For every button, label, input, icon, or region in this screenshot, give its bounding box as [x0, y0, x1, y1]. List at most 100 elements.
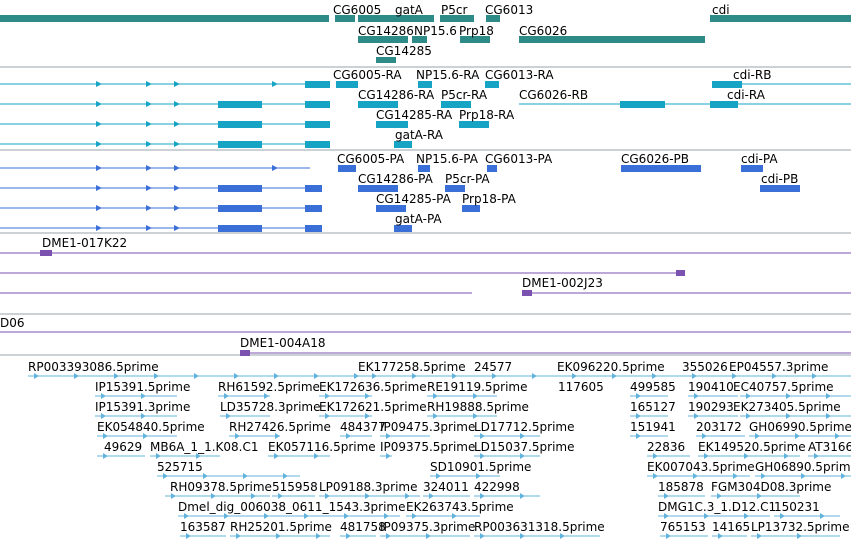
est-direction-arrow [757, 533, 762, 539]
est-label: 203172 [696, 420, 742, 434]
est-direction-arrow [171, 493, 176, 499]
rna-exon[interactable] [305, 81, 330, 88]
rna-exon[interactable] [376, 121, 408, 128]
protein-exon[interactable] [358, 185, 398, 192]
protein-exon[interactable] [218, 185, 262, 192]
rna-exon[interactable] [441, 101, 471, 108]
rna-exon[interactable] [394, 141, 412, 148]
protein-exon[interactable] [418, 165, 430, 172]
est-direction-arrow [694, 413, 699, 419]
rna-exon[interactable] [485, 81, 499, 88]
protein-exon[interactable] [376, 205, 406, 212]
est-direction-arrow [426, 533, 431, 539]
est-direction-arrow [386, 533, 391, 539]
protein-exon[interactable] [305, 225, 322, 232]
rna-label: CG6026-RB [519, 88, 588, 102]
est-direction-arrow [103, 433, 108, 439]
est-direction-arrow [314, 373, 319, 379]
clone-track[interactable]: DME1-017K22 DME1-002J23 D06 DME1-004A18 [0, 236, 851, 356]
protein-exon[interactable] [218, 205, 262, 212]
clone-end-marker[interactable] [522, 290, 532, 296]
gene-feature[interactable] [358, 36, 408, 43]
rna-exon[interactable] [305, 121, 330, 128]
est-label: EK273405.5prime [733, 400, 841, 414]
gene-label: CG6013 [485, 3, 533, 17]
protein-exon[interactable] [487, 165, 497, 172]
protein-label: Prp18-PA [462, 192, 517, 206]
rna-exon[interactable] [305, 141, 330, 148]
rna-exon[interactable] [620, 101, 665, 108]
est-direction-arrow [772, 373, 777, 379]
protein-track[interactable]: CG6005-PA NP15.6-PA CG6013-PA CG6026-PB cdi-… [0, 152, 800, 232]
rna-exon[interactable] [710, 101, 738, 108]
protein-exon[interactable] [462, 205, 480, 212]
est-direction-arrow [101, 413, 106, 419]
rna-track[interactable]: CG6005-RA NP15.6-RA CG6013-RA cdi-RB CG14286… [0, 68, 851, 148]
protein-exon[interactable] [760, 185, 800, 192]
rna-exon[interactable] [305, 101, 330, 108]
est-label: LD17712.5prime [474, 420, 575, 434]
gene-feature-cg6026[interactable] [519, 36, 705, 43]
gene-feature[interactable] [486, 15, 500, 22]
est-direction-arrow [612, 373, 617, 379]
est-label: 515958 [272, 480, 318, 494]
est-direction-arrow [520, 433, 525, 439]
protein-exon[interactable] [305, 185, 322, 192]
est-direction-arrow [405, 493, 410, 499]
est-direction-arrow [826, 393, 831, 399]
gene-feature[interactable] [412, 36, 427, 43]
est-direction-arrow [433, 413, 438, 419]
est-direction-arrow [761, 473, 766, 479]
protein-exon[interactable] [621, 165, 701, 172]
gene-label: cdi [712, 3, 730, 17]
est-direction-arrow [276, 533, 281, 539]
est-label: EK057116.5prime [268, 440, 376, 454]
direction-arrow [174, 185, 180, 191]
rna-exon[interactable] [418, 81, 432, 88]
gene-feature[interactable] [376, 57, 396, 63]
clone-end-marker[interactable] [40, 250, 52, 256]
clone-end-marker[interactable] [676, 270, 685, 276]
est-direction-arrow [702, 433, 707, 439]
est-direction-arrow [365, 393, 370, 399]
direction-arrow [174, 101, 180, 107]
protein-exon[interactable] [218, 225, 262, 232]
protein-exon[interactable] [445, 185, 465, 192]
est-direction-arrow [346, 433, 351, 439]
rna-exon[interactable] [218, 121, 262, 128]
protein-exon[interactable] [305, 205, 322, 212]
gene-feature[interactable] [358, 15, 434, 22]
rna-exon[interactable] [358, 101, 398, 108]
gene-label: NP15.6 [414, 24, 457, 38]
gene-feature[interactable] [335, 15, 355, 22]
est-direction-arrow [429, 493, 434, 499]
est-label: 190410 [688, 380, 734, 394]
gene-feature[interactable] [440, 15, 474, 22]
est-label: 499585 [630, 380, 676, 394]
est-direction-arrow [480, 433, 485, 439]
rna-exon[interactable] [336, 81, 358, 88]
gene-track[interactable]: CG6005 gatA P5cr CG6013 cdi CG14286 NP15.6 Prp1… [0, 3, 851, 63]
clone-end-marker[interactable] [240, 350, 250, 356]
gene-feature-left[interactable] [0, 15, 329, 22]
gene-feature-cdi[interactable] [710, 15, 851, 22]
protein-exon[interactable] [741, 165, 763, 172]
rna-exon[interactable] [218, 101, 262, 108]
est-label: RH19888.5prime [427, 400, 529, 414]
clone-label: DME1-002J23 [522, 276, 603, 290]
est-label: IP09475.3prime [380, 420, 475, 434]
gene-feature[interactable] [460, 36, 490, 43]
protein-exon[interactable] [394, 225, 412, 232]
est-direction-arrow [653, 453, 658, 459]
rna-exon[interactable] [459, 121, 489, 128]
est-direction-arrow [251, 493, 256, 499]
est-track[interactable]: RP003393086.5prime EK177258.5prime 24577 EK… [28, 360, 851, 539]
est-direction-arrow [365, 413, 370, 419]
est-label: 14165 [712, 520, 750, 534]
protein-labels: CG6005-PA NP15.6-PA CG6013-PA CG6026-PB cdi-… [337, 152, 798, 226]
rna-exon[interactable] [218, 141, 262, 148]
est-alignment-lines[interactable] [28, 373, 851, 539]
direction-arrow [146, 205, 152, 211]
protein-exon[interactable] [338, 165, 356, 172]
